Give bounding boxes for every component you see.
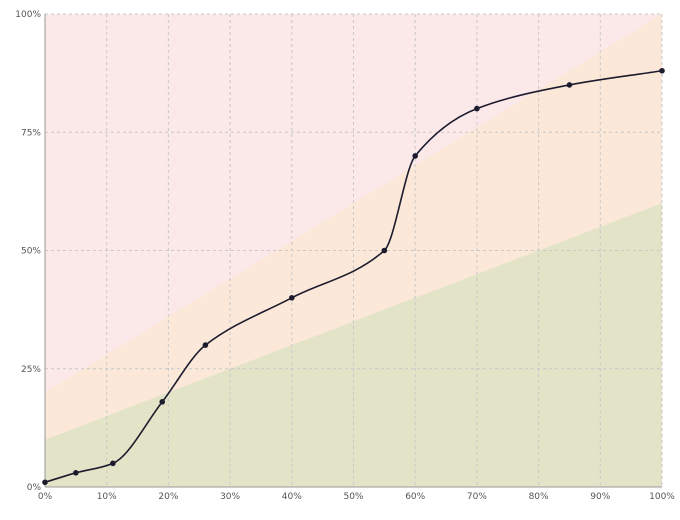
data-point [289,295,295,301]
x-tick-label: 100% [649,492,675,502]
y-tick-label: 0% [27,483,42,493]
data-point [42,479,48,486]
data-point [73,470,79,476]
x-tick-label: 50% [343,492,363,502]
x-tick-label: 60% [405,492,425,502]
data-points [42,67,665,486]
data-point [412,153,419,159]
x-tick-label: 80% [529,492,549,502]
axes [44,14,662,488]
data-point [381,247,388,254]
y-tick-label: 25% [21,365,41,375]
x-tick-label: 0% [38,492,53,502]
x-tick-label: 40% [282,492,302,502]
x-tick-label: 70% [467,492,487,502]
data-point [110,460,116,467]
data-point [566,82,573,88]
data-point [474,105,480,112]
x-tick-labels: 0% 10% 20% 30% 40% 50% 60% 70% 80% 90% 100% [38,492,675,502]
data-point [159,399,166,405]
data-point [202,342,209,348]
x-tick-label: 30% [220,492,240,502]
data-point [659,67,665,74]
y-tick-labels: 0% 25% 50% 75% 100% [15,10,41,493]
x-tick-label: 20% [158,492,178,502]
y-tick-label: 50% [21,247,41,257]
y-tick-label: 75% [21,128,41,138]
y-tick-label: 100% [15,10,41,20]
x-tick-label: 90% [590,492,610,502]
x-tick-label: 10% [97,492,117,502]
